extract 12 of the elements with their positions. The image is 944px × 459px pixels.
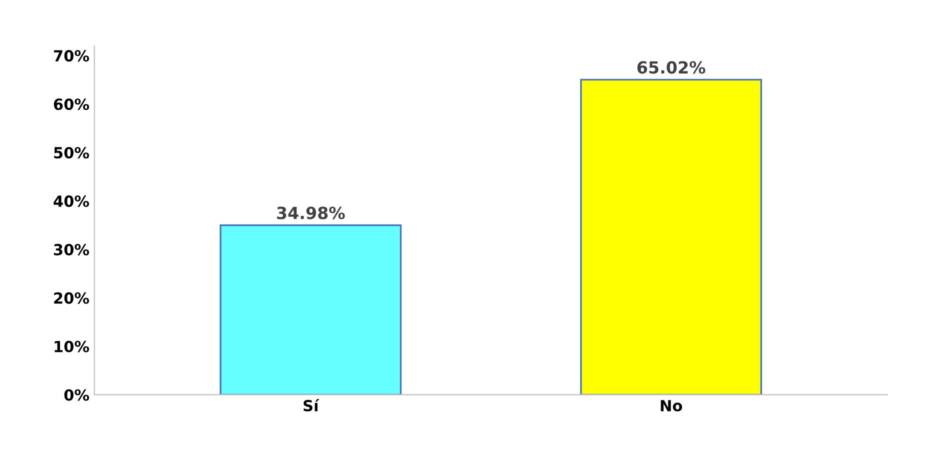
y-tick-label: 0%: [64, 389, 90, 401]
y-tick-label: 40%: [54, 195, 90, 207]
y-tick-label: 50%: [54, 146, 90, 159]
data-label: 65.02%: [637, 61, 706, 74]
x-tick-label: No: [660, 400, 682, 412]
y-tick-label: 60%: [54, 98, 90, 110]
y-tick-label: 20%: [54, 292, 90, 304]
y-tick-label: 10%: [54, 340, 90, 352]
y-tick-label: 70%: [54, 50, 90, 62]
data-label: 34.98%: [277, 206, 345, 220]
y-tick-label: 30%: [54, 244, 90, 256]
x-tick-label: Sí: [304, 398, 320, 412]
